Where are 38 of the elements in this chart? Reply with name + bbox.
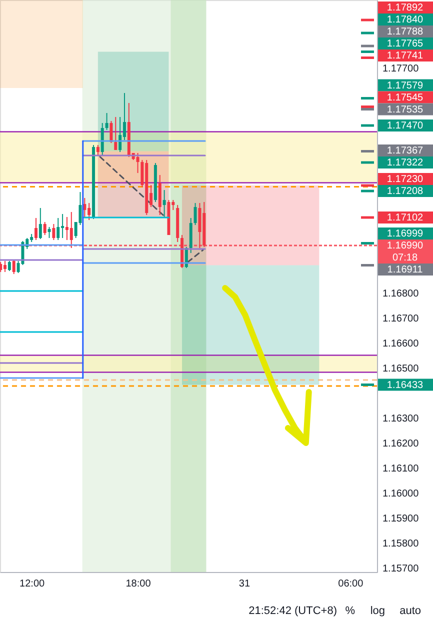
- x-tick-label: 18:00: [126, 578, 152, 590]
- y-tick-label: 1.16000: [382, 488, 420, 500]
- ref-line-label: 1.16433: [386, 380, 424, 391]
- y-tick-label: 1.15800: [382, 538, 420, 550]
- text: %: [345, 605, 356, 617]
- ref-line-label: 1.17535: [386, 104, 424, 116]
- x-tick-label: 06:00: [338, 578, 364, 590]
- text: 21:52:42 (UTC+8): [248, 605, 337, 617]
- ref-line-label: 1.16999: [386, 228, 424, 240]
- y-tick-label: 1.16700: [382, 314, 420, 324]
- ref-line-label: 1.17470: [386, 120, 424, 132]
- text: log: [370, 605, 385, 617]
- ref-line-label: 1.17322: [386, 158, 424, 168]
- ref-line-label: 1.17741: [386, 50, 424, 62]
- ref-line-label: 1.17840: [386, 14, 424, 26]
- y-tick-label: 1.16200: [382, 438, 420, 450]
- x-tick-label: 31: [238, 578, 250, 590]
- ref-line-label: 1.17892: [386, 2, 424, 14]
- ref-line-label: 1.17230: [386, 174, 424, 185]
- ref-line-label: 1.17765: [386, 38, 424, 50]
- y-tick-label: 1.16600: [382, 338, 420, 350]
- y-tick-label: 1.15900: [382, 514, 420, 524]
- ref-line-label: 1.16990 07:18: [386, 240, 424, 264]
- y-tick-label: 1.17700: [382, 64, 420, 74]
- ref-line-label: 1.16911: [387, 264, 424, 276]
- y-tick-label: 1.15700: [382, 564, 420, 574]
- ref-line-label: 1.17367: [386, 146, 424, 156]
- ref-line-label: 1.17208: [386, 186, 424, 197]
- y-tick-label: 1.16100: [382, 464, 420, 474]
- ref-line-label: 1.17545: [386, 92, 424, 104]
- y-tick-label: 1.16500: [382, 364, 420, 374]
- ref-line-label: 1.17102: [386, 212, 424, 224]
- text: auto: [400, 605, 421, 617]
- y-tick-label: 1.16300: [382, 414, 420, 424]
- y-tick-label: 1.16800: [382, 288, 420, 300]
- ref-line-label: 1.17788: [386, 26, 424, 38]
- ref-line-label: 1.17579: [386, 80, 424, 92]
- x-tick-label: 12:00: [20, 578, 46, 590]
